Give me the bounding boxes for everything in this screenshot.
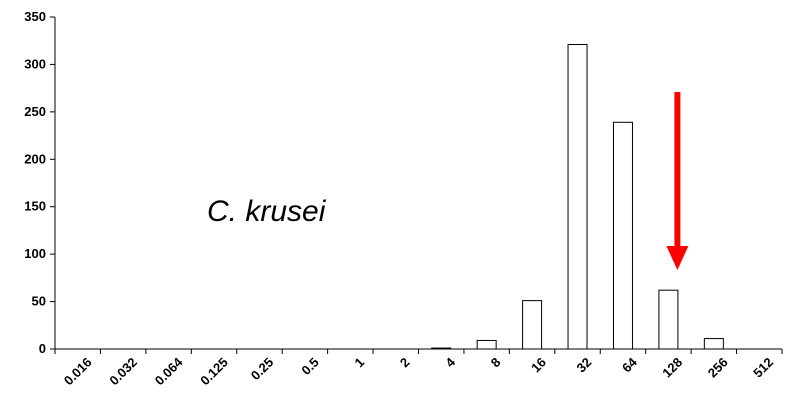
bars (431, 44, 724, 350)
x-tick-label: 0.032 (106, 355, 140, 389)
x-tick-label: 512 (750, 355, 776, 381)
y-tick-label: 350 (24, 9, 46, 24)
bar-16 (522, 300, 543, 350)
x-tick-label: 4 (442, 354, 458, 370)
species-annotation: C. krusei (207, 195, 327, 228)
y-tick-label: 100 (24, 246, 46, 261)
y-tick-label: 300 (24, 56, 46, 71)
arrow-head (666, 246, 689, 270)
bar-256 (703, 338, 724, 350)
bar-32 (567, 44, 588, 350)
x-tick-label: 0.5 (298, 355, 321, 378)
x-tick-label: 0.064 (152, 354, 186, 388)
x-tick-label: 1 (351, 355, 367, 371)
y-tick-label: 0 (39, 341, 46, 356)
bar-128 (658, 289, 679, 350)
bar-8 (476, 339, 497, 350)
bar-64 (612, 121, 633, 350)
x-tick-label: 2 (397, 355, 413, 371)
x-tick-label: 256 (705, 355, 731, 381)
y-axis-ticks: 0 50 100 150 200 250 300 350 (24, 9, 55, 356)
red-arrow-icon (666, 92, 689, 270)
y-tick-label: 150 (24, 199, 46, 214)
x-tick-label: 8 (488, 355, 504, 371)
x-tick-label: 0.016 (61, 355, 95, 389)
x-tick-label: 64 (619, 354, 640, 375)
y-tick-label: 250 (24, 104, 46, 119)
y-tick-label: 200 (24, 151, 46, 166)
x-tick-label: 32 (574, 355, 595, 376)
x-tick-label: 0.125 (197, 355, 231, 389)
x-tick-label: 16 (528, 355, 549, 376)
x-tick-label: 0.25 (248, 355, 277, 384)
x-axis-ticks: 0.016 0.032 0.064 0.125 0.25 0.5 1 2 4 8 16 32 64 128… (54, 349, 783, 389)
x-tick-label: 128 (659, 355, 685, 381)
y-tick-label: 50 (32, 294, 46, 309)
